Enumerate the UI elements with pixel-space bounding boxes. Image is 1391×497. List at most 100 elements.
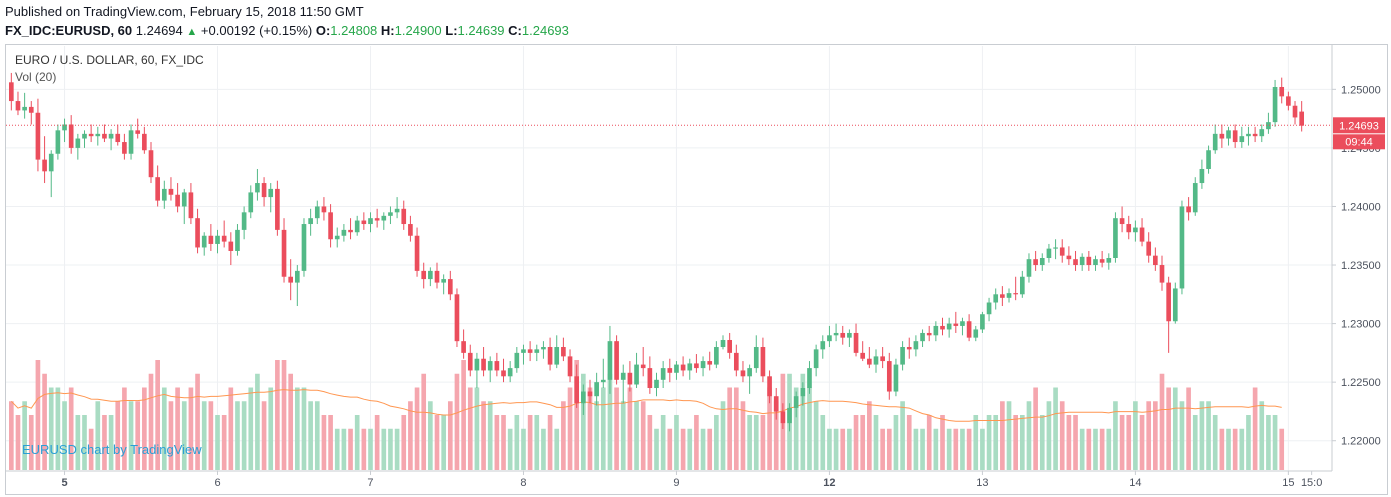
volume-bar xyxy=(1073,415,1078,470)
volume-bar xyxy=(940,415,945,470)
last-price: 1.24694 xyxy=(135,23,183,38)
candle-body xyxy=(547,347,553,365)
volume-bar xyxy=(581,373,586,470)
candle-body xyxy=(886,361,892,392)
volume-bar xyxy=(913,428,919,470)
volume-bar xyxy=(421,373,427,470)
candle-body xyxy=(926,332,932,336)
candle-body xyxy=(501,370,506,377)
volume-bar xyxy=(906,415,912,470)
candle-body xyxy=(1219,133,1225,139)
volume-bar xyxy=(567,387,573,470)
volume-bar xyxy=(747,415,752,470)
candle-body xyxy=(561,347,566,357)
volume-bar xyxy=(1026,401,1032,470)
candle-body xyxy=(1239,136,1245,143)
candle-body xyxy=(587,391,593,397)
volume-bar xyxy=(128,401,134,470)
volume-bar xyxy=(181,401,187,470)
candle-body xyxy=(640,364,646,369)
volume-bar xyxy=(288,373,294,470)
volume-bar xyxy=(973,415,979,470)
volume-bar xyxy=(408,401,413,470)
volume-bar xyxy=(527,415,533,470)
candle-body xyxy=(1192,183,1198,213)
volume-bar xyxy=(753,415,759,470)
volume-bar xyxy=(926,415,932,470)
candle-body xyxy=(527,349,533,353)
chart-frame[interactable] xyxy=(5,44,1388,495)
volume-bar xyxy=(620,401,626,470)
candle-body xyxy=(787,407,792,424)
volume-bar xyxy=(667,428,673,470)
volume-bar xyxy=(547,415,553,470)
candle-body xyxy=(567,356,573,377)
candle-body xyxy=(414,235,420,271)
volume-bar xyxy=(8,401,14,470)
candle-body xyxy=(22,106,27,111)
volume-bar xyxy=(148,373,154,470)
candle-body xyxy=(727,339,732,353)
volume-bar xyxy=(1192,415,1198,470)
candle-body xyxy=(973,329,979,338)
candle-body xyxy=(255,183,260,193)
candle-body xyxy=(321,206,327,213)
candle-body xyxy=(388,212,393,216)
symbol-label[interactable]: FX_IDC:EURUSD, 60 xyxy=(5,23,133,38)
volume-bar xyxy=(760,415,766,470)
watermark-link[interactable]: EURUSD chart by TradingView xyxy=(22,442,202,457)
candle-body xyxy=(268,188,274,198)
candle-body xyxy=(953,323,959,326)
volume-bar xyxy=(1219,428,1225,470)
volume-bar xyxy=(614,387,619,470)
volume-bar xyxy=(441,415,446,470)
candle-body xyxy=(487,361,493,371)
candle-body xyxy=(1299,111,1305,126)
volume-bar xyxy=(1199,401,1205,470)
candle-body xyxy=(1006,293,1012,298)
volume-bar xyxy=(873,415,879,470)
candle-body xyxy=(507,368,513,377)
candle-body xyxy=(394,208,400,213)
candle-body xyxy=(534,349,540,353)
volume-bar xyxy=(980,428,985,470)
low-value: 1.24639 xyxy=(457,23,505,38)
candle-body xyxy=(767,376,772,397)
candle-body xyxy=(1139,227,1145,242)
volume-bar xyxy=(687,428,693,470)
candle-body xyxy=(1199,168,1205,184)
volume-bar xyxy=(680,428,686,470)
candle-body xyxy=(1232,130,1238,143)
candle-body xyxy=(940,325,945,330)
candle-body xyxy=(906,347,912,350)
candle-body xyxy=(541,347,546,350)
volume-bar xyxy=(308,401,313,470)
candle-body xyxy=(28,106,34,113)
volume-bar xyxy=(102,415,107,470)
volume-bar xyxy=(361,428,367,470)
price-tick-label: 1.23000 xyxy=(1341,319,1381,331)
volume-legend[interactable]: Vol (20) xyxy=(15,70,57,84)
candle-body xyxy=(348,229,353,233)
candle-body xyxy=(221,235,227,242)
candle-body xyxy=(867,358,872,365)
volume-bar xyxy=(461,360,466,470)
candle-body xyxy=(966,321,972,338)
candle-body xyxy=(720,339,726,348)
candle-body xyxy=(1073,259,1078,266)
candle-body xyxy=(314,206,320,219)
volume-bar xyxy=(1053,387,1058,470)
volume-bar xyxy=(314,401,320,470)
published-line: Published on TradingView.com, February 1… xyxy=(5,4,364,19)
time-tick-label: 6 xyxy=(214,477,220,489)
volume-bar xyxy=(1172,387,1178,470)
time-tick-label: 8 xyxy=(520,477,526,489)
candle-body xyxy=(261,183,267,198)
candle-body xyxy=(807,368,812,389)
candle-body xyxy=(361,220,367,225)
candle-body xyxy=(368,218,373,225)
volume-bar xyxy=(354,415,360,470)
series-title[interactable]: EURO / U.S. DOLLAR, 60, FX_IDC xyxy=(15,53,204,67)
candle-body xyxy=(441,279,446,283)
